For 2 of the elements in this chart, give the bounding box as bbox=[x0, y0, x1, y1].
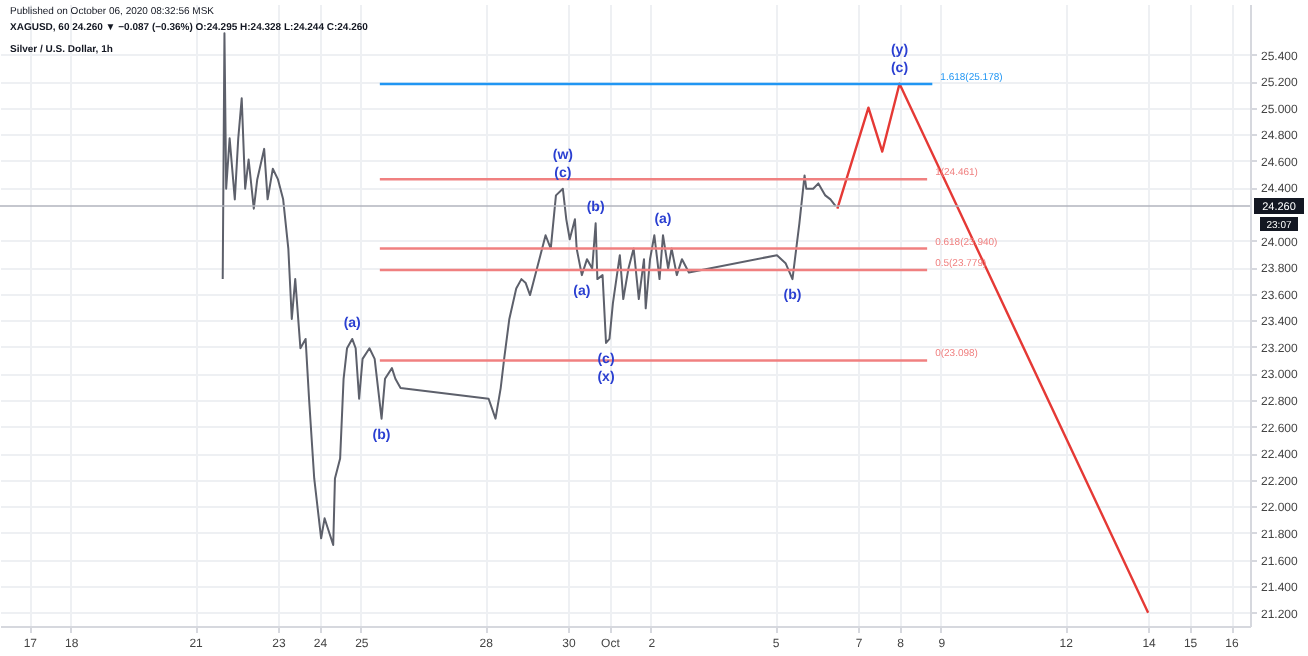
line-series bbox=[836, 82, 1150, 614]
line-series bbox=[221, 32, 837, 546]
